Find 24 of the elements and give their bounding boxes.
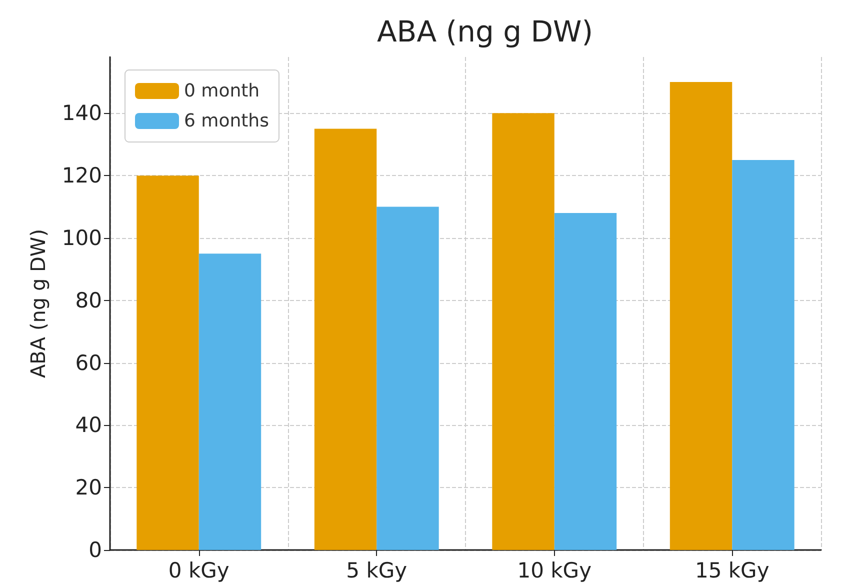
x-tick-label: 10 kGy — [517, 558, 592, 582]
x-tick-label: 5 kGy — [346, 558, 408, 582]
y-tick-label: 20 — [75, 476, 102, 500]
y-axis-title: ABA (ng g DW) — [26, 228, 50, 378]
legend-label: 6 months — [184, 110, 269, 132]
y-tick-label: 60 — [75, 350, 102, 375]
bar — [376, 206, 439, 550]
y-tick-label: 40 — [75, 413, 102, 438]
y-tick-label: 0 — [88, 538, 102, 562]
chart-title: ABA (ng g DW) — [376, 14, 594, 48]
x-tick-label: 15 kGy — [694, 558, 770, 582]
y-tick-label: 120 — [62, 164, 102, 188]
bar — [314, 128, 377, 550]
bar — [136, 176, 199, 550]
y-tick-label: 80 — [75, 288, 102, 312]
x-tick-label: 0 kGy — [168, 558, 230, 582]
y-tick-label: 100 — [62, 226, 102, 250]
bar — [554, 213, 617, 550]
bar — [198, 254, 262, 550]
bar — [732, 160, 794, 550]
bar — [492, 113, 554, 550]
legend-label: 0 month — [184, 80, 260, 102]
bar — [670, 82, 732, 550]
y-tick-label: 140 — [62, 101, 102, 126]
